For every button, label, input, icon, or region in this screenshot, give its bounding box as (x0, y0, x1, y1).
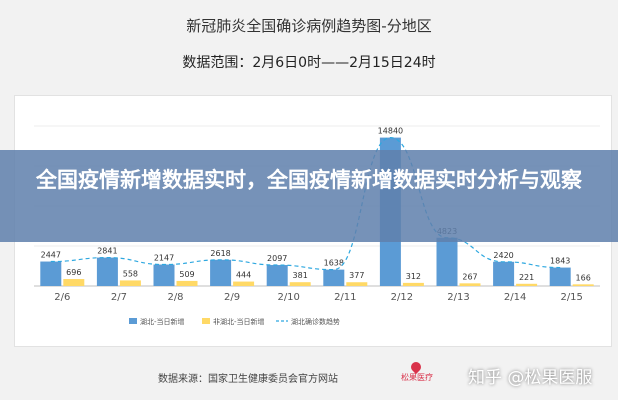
bar-hubei (549, 267, 571, 286)
bar-non-hubei (402, 282, 424, 286)
bar-non-hubei (119, 280, 141, 286)
data-label-non-hubei: 221 (519, 273, 534, 282)
bar-non-hubei (233, 281, 255, 286)
x-tick-label: 2/12 (391, 292, 413, 303)
songguo-logo: 松果医疗 (395, 359, 439, 386)
bar-hubei (266, 265, 288, 286)
trend-line (50, 136, 561, 271)
data-label-hubei: 2097 (267, 254, 287, 263)
legend-hubei-swatch (129, 318, 137, 324)
bar-hubei (153, 264, 175, 286)
data-label-non-hubei: 267 (462, 272, 477, 281)
data-label-non-hubei: 312 (406, 272, 421, 281)
data-range-label: 数据范围：2月6日0时——2月15日24时 (182, 55, 436, 71)
x-tick-label: 2/8 (167, 292, 183, 303)
bar-non-hubei (289, 282, 311, 286)
data-label-hubei: 1843 (550, 257, 570, 266)
chart-title: 新冠肺炎全国确诊病例趋势图-分地区 (186, 17, 432, 35)
data-label-non-hubei: 444 (236, 271, 251, 280)
data-label-non-hubei: 696 (66, 268, 81, 277)
bar-non-hubei (572, 284, 594, 286)
overlay-banner-text: 全国疫情新增数据实时，全国疫情新增数据实时分析与观察 (36, 168, 582, 192)
legend-hubei-label: 湖北-当日新增 (140, 317, 185, 326)
legend-non-hubei-swatch (202, 318, 210, 324)
bar-hubei (493, 261, 515, 286)
x-tick-label: 2/9 (224, 292, 240, 303)
data-label-hubei: 1638 (324, 259, 344, 268)
zhihu-watermark: 知乎 @松果医服 (468, 368, 593, 388)
bar-hubei (96, 257, 118, 286)
x-tick-label: 2/7 (111, 292, 127, 303)
data-label-hubei: 2420 (493, 251, 513, 260)
bar-non-hubei (459, 283, 481, 286)
x-tick-label: 2/10 (277, 292, 299, 303)
bar-hubei (436, 237, 458, 286)
overlay-banner: 全国疫情新增数据实时，全国疫情新增数据实时分析与观察 (0, 150, 618, 242)
x-tick-label: 2/13 (447, 292, 469, 303)
x-tick-label: 2/11 (334, 292, 356, 303)
data-label-hubei: 2618 (210, 249, 230, 258)
data-label-non-hubei: 166 (576, 273, 591, 282)
data-label-non-hubei: 377 (349, 271, 364, 280)
bar-non-hubei (176, 280, 198, 286)
data-source-note: 数据来源：国家卫生健康委员会官方网站 (158, 374, 338, 385)
data-label-non-hubei: 558 (123, 269, 138, 278)
bar-hubei (40, 261, 62, 286)
data-label-hubei: 2841 (97, 247, 117, 256)
logo-text: 松果医疗 (401, 373, 433, 382)
chart-plot: 2447 696 2/6 2841 558 2/7 2147 509 2/8 2618 444 2/9… (34, 125, 600, 326)
legend-non-hubei-label: 非湖北-当日新增 (213, 317, 265, 326)
bar-hubei (210, 259, 232, 286)
bar-hubei (323, 269, 345, 286)
bar-non-hubei (516, 283, 538, 286)
legend-trend-label: 湖北确诊数趋势 (291, 317, 340, 326)
x-tick-label: 2/15 (560, 292, 582, 303)
x-tick-label: 2/6 (54, 292, 70, 303)
data-label-non-hubei: 381 (293, 271, 308, 280)
data-label-hubei: 2147 (154, 254, 174, 263)
bar-non-hubei (63, 279, 85, 286)
bar-non-hubei (346, 282, 368, 286)
x-tick-label: 2/14 (504, 292, 526, 303)
data-label-hubei: 2447 (41, 251, 61, 260)
data-label-non-hubei: 509 (179, 270, 194, 279)
data-label-hubei: 14840 (378, 127, 403, 136)
